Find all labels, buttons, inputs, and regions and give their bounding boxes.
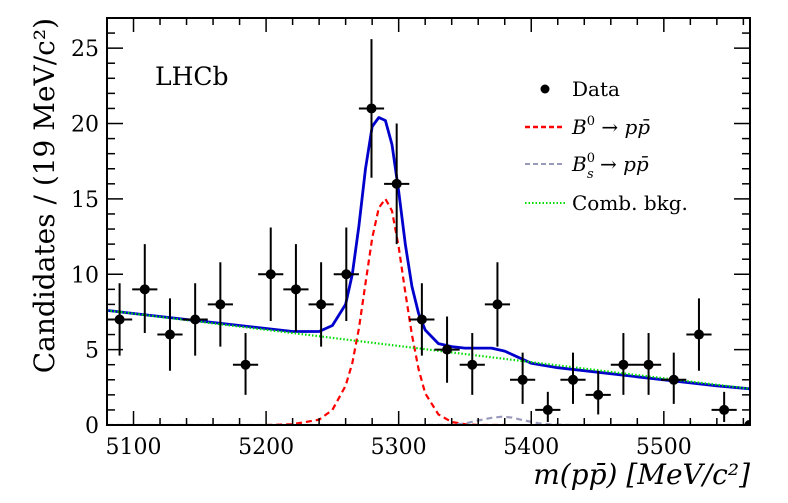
data-point xyxy=(585,370,611,415)
data-points xyxy=(107,39,750,425)
curve-comb-bkg- xyxy=(107,309,750,390)
data-point-marker xyxy=(643,359,654,370)
curve-total-fit xyxy=(107,116,750,391)
data-point xyxy=(560,352,586,404)
data-point xyxy=(384,123,410,245)
data-point-marker xyxy=(668,374,679,385)
data-point-marker xyxy=(139,284,150,295)
data-point-marker xyxy=(391,178,402,189)
y-tick-label: 5 xyxy=(85,339,99,364)
data-point-marker xyxy=(568,374,579,385)
data-point-marker xyxy=(618,359,629,370)
data-point-marker xyxy=(316,299,327,310)
data-point xyxy=(484,262,511,347)
data-point xyxy=(207,262,233,347)
y-axis-title: Candidates / (19 MeV/c²) xyxy=(28,18,61,373)
data-point xyxy=(686,298,712,371)
data-point xyxy=(258,227,284,321)
y-tick-label: 25 xyxy=(71,37,99,62)
data-point-marker xyxy=(114,314,125,325)
curve-b-pp- xyxy=(266,197,505,425)
data-point-marker xyxy=(341,269,352,280)
data-point xyxy=(434,316,460,383)
data-point-marker xyxy=(593,389,604,400)
data-point-marker xyxy=(542,404,553,415)
legend-item-comb: Comb. bkg. xyxy=(525,191,688,215)
curve-b-s-pp- xyxy=(107,415,750,425)
data-point xyxy=(283,244,309,332)
data-point xyxy=(333,227,359,321)
data-point xyxy=(132,244,158,334)
data-point xyxy=(308,262,334,347)
x-tick-label: 5100 xyxy=(106,435,162,460)
legend-marker-data xyxy=(540,84,550,94)
data-point-marker xyxy=(416,314,427,325)
plot-frame xyxy=(106,17,751,426)
data-point-marker xyxy=(240,359,251,370)
legend-label-data: Data xyxy=(572,77,620,101)
x-tick-label: 5500 xyxy=(636,435,692,460)
data-point xyxy=(635,333,662,395)
y-tick-label: 15 xyxy=(71,188,99,213)
experiment-label: LHCb xyxy=(155,62,229,91)
data-point xyxy=(459,333,485,395)
legend-label-bs: B0 s → pp̄ xyxy=(571,151,649,182)
x-tick-label: 5300 xyxy=(371,435,427,460)
data-point xyxy=(711,391,737,422)
data-point-marker xyxy=(492,299,503,310)
legend-item-bs: B0 s → pp̄ xyxy=(525,151,649,182)
data-point xyxy=(510,352,536,404)
fit-curves xyxy=(107,116,750,425)
y-tick-label: 20 xyxy=(71,113,99,138)
data-point-marker xyxy=(190,314,201,325)
data-point xyxy=(182,283,208,356)
data-point xyxy=(409,283,435,356)
data-point-marker xyxy=(366,103,377,114)
data-point-marker xyxy=(442,344,453,355)
data-point-marker xyxy=(693,329,704,340)
x-tick-label: 5200 xyxy=(238,435,294,460)
data-point-marker xyxy=(265,269,276,280)
data-point-marker xyxy=(290,284,301,295)
legend-label-b0: B0 → pp̄ xyxy=(571,114,650,139)
y-tick-label: 0 xyxy=(85,414,99,439)
data-point-marker xyxy=(517,374,528,385)
data-point xyxy=(232,333,259,395)
data-point xyxy=(358,39,385,178)
legend-label-comb: Comb. bkg. xyxy=(572,191,688,215)
data-point xyxy=(535,391,561,422)
legend-item-b0: B0 → pp̄ xyxy=(525,114,650,139)
y-tick-label: 10 xyxy=(71,263,99,288)
plot-area: 5100 5200 5300 5400 5500 0 5 10 15 20 25 xyxy=(71,17,751,460)
data-point xyxy=(610,333,636,395)
data-point-marker xyxy=(164,329,175,340)
axis-ticks: 5100 5200 5300 5400 5500 0 5 10 15 20 25 xyxy=(71,17,750,460)
legend: Data B0 → pp̄ B0 s → pp̄ Comb. bkg. xyxy=(525,77,688,215)
legend-item-data: Data xyxy=(540,77,620,101)
data-point xyxy=(661,352,687,404)
data-point-marker xyxy=(744,420,750,425)
x-axis-title: m(pp̄) [MeV/c²] xyxy=(533,458,750,491)
x-tick-label: 5400 xyxy=(503,435,559,460)
data-point xyxy=(736,420,750,425)
data-point-marker xyxy=(467,359,478,370)
data-point xyxy=(157,298,183,371)
data-point-marker xyxy=(719,404,730,415)
data-point-marker xyxy=(215,299,226,310)
